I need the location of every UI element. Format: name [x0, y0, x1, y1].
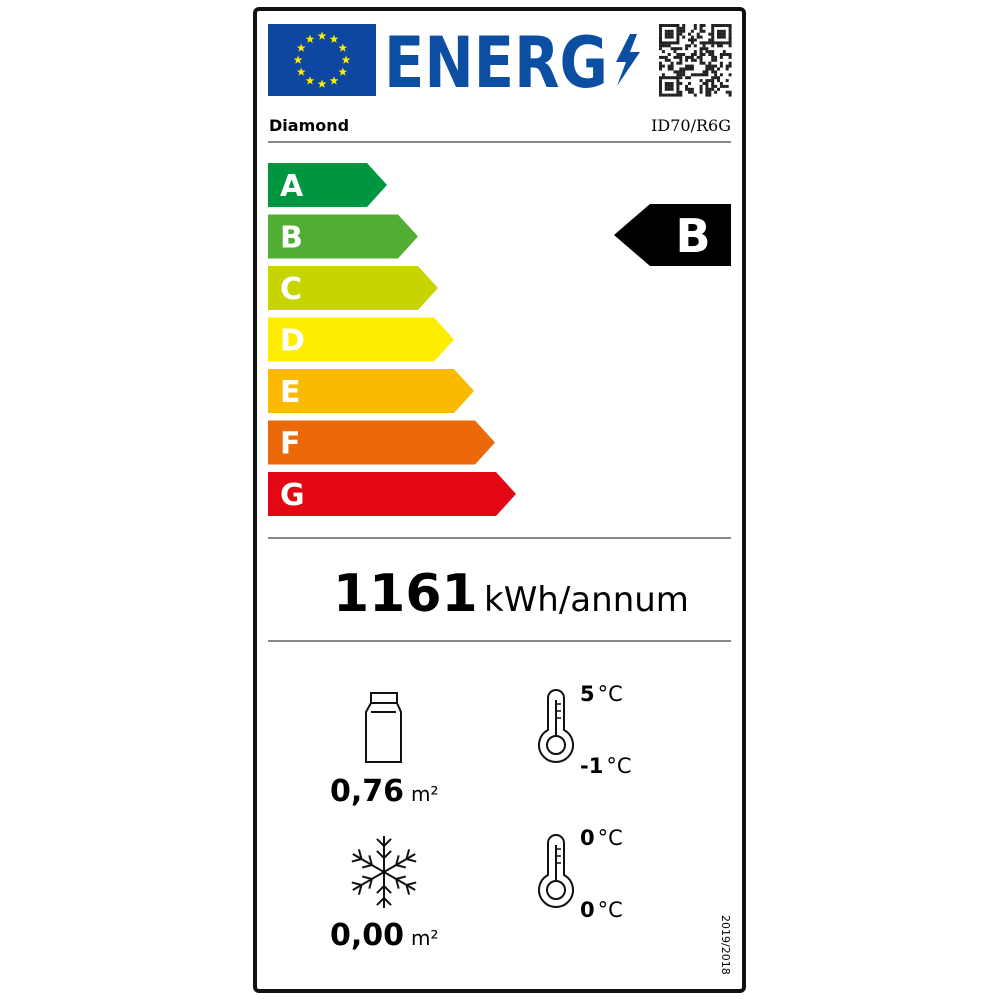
snowflake-icon	[351, 836, 417, 908]
frozen-temp-min: 0 °C	[580, 898, 623, 922]
chilled-area-unit: m²	[411, 782, 439, 806]
scale-bar-e: E	[268, 369, 474, 413]
milk-carton-icon	[365, 692, 402, 763]
star-icon	[317, 31, 327, 40]
lightning-bolt-icon	[616, 34, 640, 86]
thermometer-icon	[538, 689, 574, 763]
star-icon	[329, 34, 339, 43]
scale-bar-b: B	[268, 214, 418, 259]
star-icon	[305, 34, 315, 43]
eu-flag-icon	[268, 24, 376, 96]
scale-bar-a: A	[268, 163, 387, 207]
model-identifier: ID70/R6G	[651, 116, 731, 135]
scale-letter: G	[280, 478, 305, 513]
chilled-temp-max: 5 °C	[580, 682, 623, 706]
consumption-value: 1161	[333, 564, 478, 624]
scale-letter: F	[280, 427, 301, 462]
star-icon	[293, 55, 303, 64]
frozen-area-unit: m²	[411, 926, 439, 950]
thermometer-icon	[538, 834, 574, 908]
star-icon	[296, 43, 306, 52]
frozen-temp-max: 0 °C	[580, 826, 623, 850]
scale-letter: A	[280, 169, 304, 204]
scale-letter: B	[280, 221, 303, 256]
chilled-temp-min: -1 °C	[580, 754, 632, 778]
regulation-number: 2019/2018	[719, 915, 732, 975]
scale-letter: C	[280, 272, 302, 307]
star-icon	[341, 55, 351, 64]
scale-bar-c: C	[268, 266, 438, 310]
energy-logo-text: ENERG	[384, 22, 608, 104]
consumption-unit: kWh/annum	[484, 580, 689, 620]
scale-letter: D	[280, 324, 305, 359]
scale-bar-g: G	[268, 472, 516, 516]
star-icon	[317, 79, 327, 88]
star-icon	[338, 67, 348, 76]
supplier-name: Diamond	[269, 116, 349, 135]
star-icon	[329, 76, 339, 85]
star-icon	[296, 67, 306, 76]
star-icon	[338, 43, 348, 52]
rating-indicator: B	[614, 204, 731, 266]
frozen-area-value: 0,00	[330, 918, 404, 953]
scale-bar-f: F	[268, 420, 495, 465]
star-icon	[305, 76, 315, 85]
rating-letter: B	[675, 209, 710, 263]
scale-bar-d: D	[268, 317, 454, 362]
qr-code-icon[interactable]	[659, 24, 732, 97]
scale-letter: E	[280, 375, 301, 410]
chilled-area-value: 0,76	[330, 774, 404, 809]
